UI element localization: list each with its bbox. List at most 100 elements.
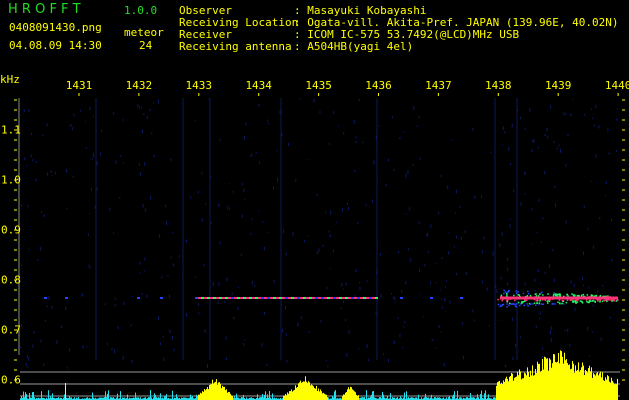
signal-level-bar (165, 395, 166, 400)
signal-level-bar (300, 380, 301, 400)
noise-speck (348, 330, 350, 335)
noise-speck (30, 154, 32, 158)
signal-level-bar (434, 397, 435, 400)
noise-speck (268, 122, 270, 125)
signal-level-bar (525, 373, 526, 400)
signal-level-bar (280, 397, 281, 400)
signal-level-bar (260, 397, 261, 400)
signal-level-bar (552, 363, 553, 400)
signal-level-bar (592, 377, 593, 400)
signal-level-bar (303, 381, 304, 400)
meteor-echo-burst (553, 292, 555, 294)
noise-speck (261, 343, 263, 347)
signal-level-bar (341, 398, 342, 400)
signal-level-bar (136, 397, 137, 400)
signal-level-bar (202, 391, 203, 400)
noise-speck (616, 108, 618, 110)
noise-speck (219, 241, 221, 245)
signal-level-bar (494, 397, 495, 400)
noise-speck (85, 147, 87, 149)
signal-level-bar (88, 398, 89, 400)
signal-level-bar (497, 382, 498, 400)
signal-level-bar (199, 394, 200, 400)
noise-speck (535, 325, 537, 329)
noise-speck (429, 281, 431, 285)
noise-speck (299, 98, 301, 100)
signal-level-bar (263, 397, 264, 400)
noise-speck (507, 267, 509, 271)
signal-level-bar (593, 373, 594, 400)
noise-speck (392, 296, 394, 299)
signal-level-bar (446, 397, 447, 400)
noise-speck (520, 116, 522, 120)
signal-level-bar (112, 397, 113, 400)
signal-level-bar (544, 356, 545, 400)
noise-speck (89, 212, 91, 215)
signal-level-bar (166, 394, 167, 400)
noise-speck (46, 172, 48, 176)
signal-level-bar (108, 390, 109, 400)
noise-speck (354, 294, 356, 299)
meteor-echo-burst (571, 293, 573, 295)
signal-level-bar (172, 390, 173, 400)
signal-level-bar (390, 393, 391, 400)
noise-speck (393, 340, 395, 345)
noise-speck (558, 144, 560, 147)
signal-level-bar (220, 383, 221, 400)
meteor-label: meteor (124, 26, 164, 39)
noise-speck (373, 160, 375, 165)
meteor-echo-burst (613, 298, 615, 301)
signal-level-bar (584, 374, 585, 400)
noise-speck (328, 230, 330, 233)
signal-level-bar (599, 373, 600, 400)
noise-speck (533, 139, 535, 144)
noise-speck (276, 149, 278, 152)
signal-level-bar (384, 397, 385, 400)
signal-level-bar (511, 372, 512, 400)
noise-speck (138, 163, 140, 166)
meteor-echo-burst (585, 299, 588, 301)
noise-speck (357, 222, 359, 225)
signal-level-bar (606, 379, 607, 400)
meteor-echo-burst (524, 298, 526, 301)
y-tick-label: 0.7 (1, 323, 21, 337)
echo-segment (213, 297, 216, 299)
noise-speck (365, 204, 367, 206)
signal-level-bar (120, 391, 121, 400)
signal-level-bar (85, 398, 86, 400)
noise-speck (574, 307, 576, 312)
meteor-echo-burst (559, 293, 561, 295)
noise-speck (554, 185, 556, 188)
signal-level-bar (458, 398, 459, 400)
signal-level-bar (211, 384, 212, 400)
signal-level-bar (80, 398, 81, 400)
meteor-echo-burst (572, 301, 574, 303)
signal-level-bar (365, 398, 366, 400)
noise-speck (249, 155, 251, 157)
signal-level-bar (212, 379, 213, 400)
noise-speck (69, 124, 71, 127)
meteor-echo-burst (555, 294, 557, 297)
signal-level-bar (282, 398, 283, 400)
signal-level-bar (420, 398, 421, 400)
signal-level-bar (377, 398, 378, 400)
noise-speck (572, 98, 574, 100)
noise-speck (403, 131, 405, 134)
signal-level-bar (493, 397, 494, 400)
noise-speck (40, 246, 42, 251)
noise-speck (131, 295, 133, 298)
noise-speck (564, 303, 566, 306)
noise-speck (459, 206, 461, 208)
noise-speck (617, 244, 619, 246)
signal-level-bar (611, 377, 612, 400)
signal-level-bar (529, 376, 530, 400)
noise-speck (197, 191, 199, 194)
signal-level-bar (360, 397, 361, 400)
noise-speck (40, 339, 42, 343)
signal-level-bar (373, 391, 374, 400)
noise-speck (531, 208, 533, 211)
signal-level-bar (526, 375, 527, 400)
noise-speck (170, 256, 172, 259)
signal-level-bar (498, 381, 499, 400)
noise-speck (337, 125, 339, 127)
